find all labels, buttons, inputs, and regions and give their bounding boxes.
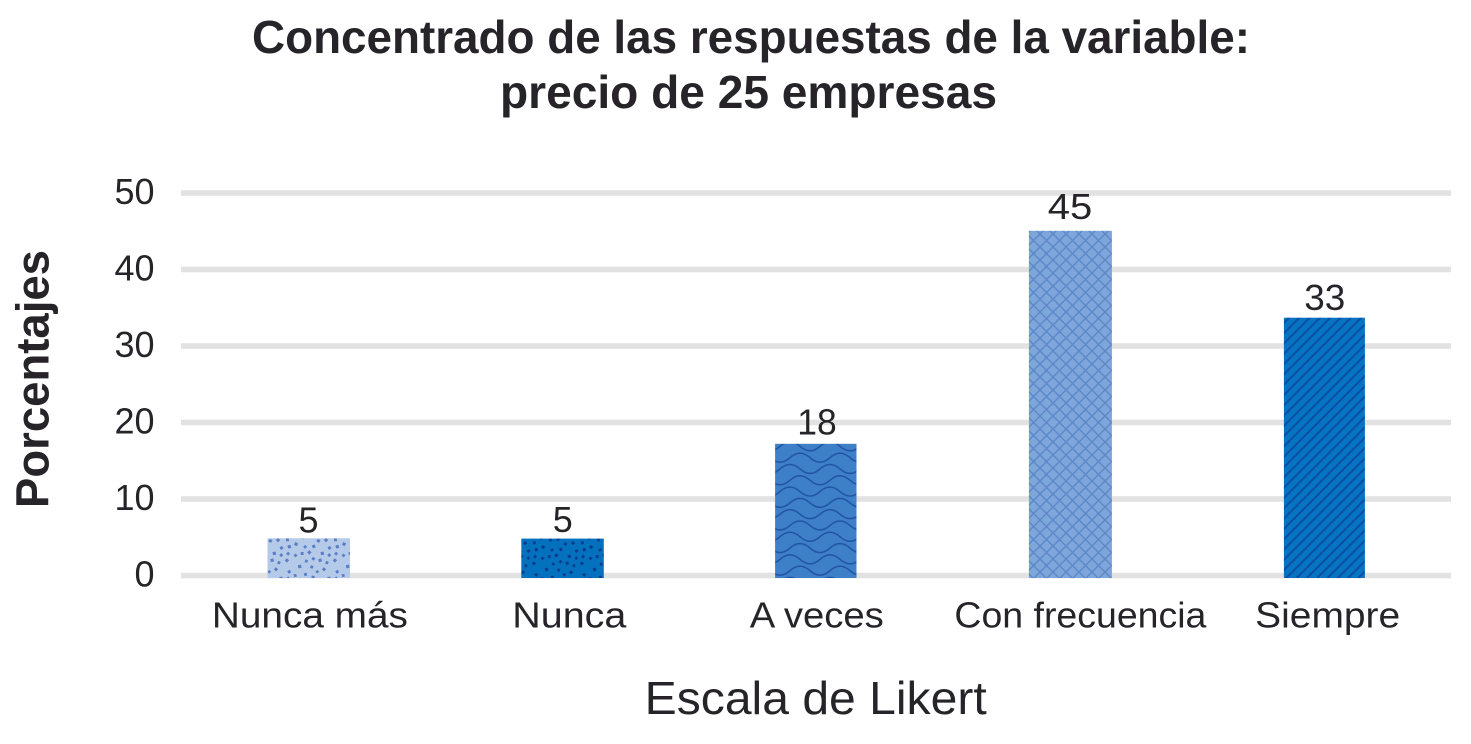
svg-text:Concentrado de las respuestas: Concentrado de las respuestas de la vari… xyxy=(252,11,1250,63)
svg-text:18: 18 xyxy=(797,401,837,442)
svg-text:45: 45 xyxy=(1048,186,1093,227)
svg-text:33: 33 xyxy=(1304,277,1345,318)
svg-text:10: 10 xyxy=(114,477,154,518)
svg-text:30: 30 xyxy=(114,324,154,365)
svg-text:20: 20 xyxy=(114,401,154,442)
svg-text:Porcentajes: Porcentajes xyxy=(7,250,59,508)
svg-text:Nunca: Nunca xyxy=(512,594,627,635)
svg-text:A veces: A veces xyxy=(750,594,884,635)
svg-text:5: 5 xyxy=(553,499,573,540)
svg-text:0: 0 xyxy=(134,554,154,595)
svg-text:Siempre: Siempre xyxy=(1255,594,1400,635)
svg-text:5: 5 xyxy=(298,500,318,541)
svg-text:Escala de Likert: Escala de Likert xyxy=(645,672,987,724)
svg-text:50: 50 xyxy=(114,171,154,212)
svg-text:Nunca más: Nunca más xyxy=(212,594,408,635)
svg-text:40: 40 xyxy=(114,248,154,289)
svg-text:precio de 25 empresas: precio de 25 empresas xyxy=(500,66,997,118)
svg-text:Con frecuencia: Con frecuencia xyxy=(954,594,1207,635)
